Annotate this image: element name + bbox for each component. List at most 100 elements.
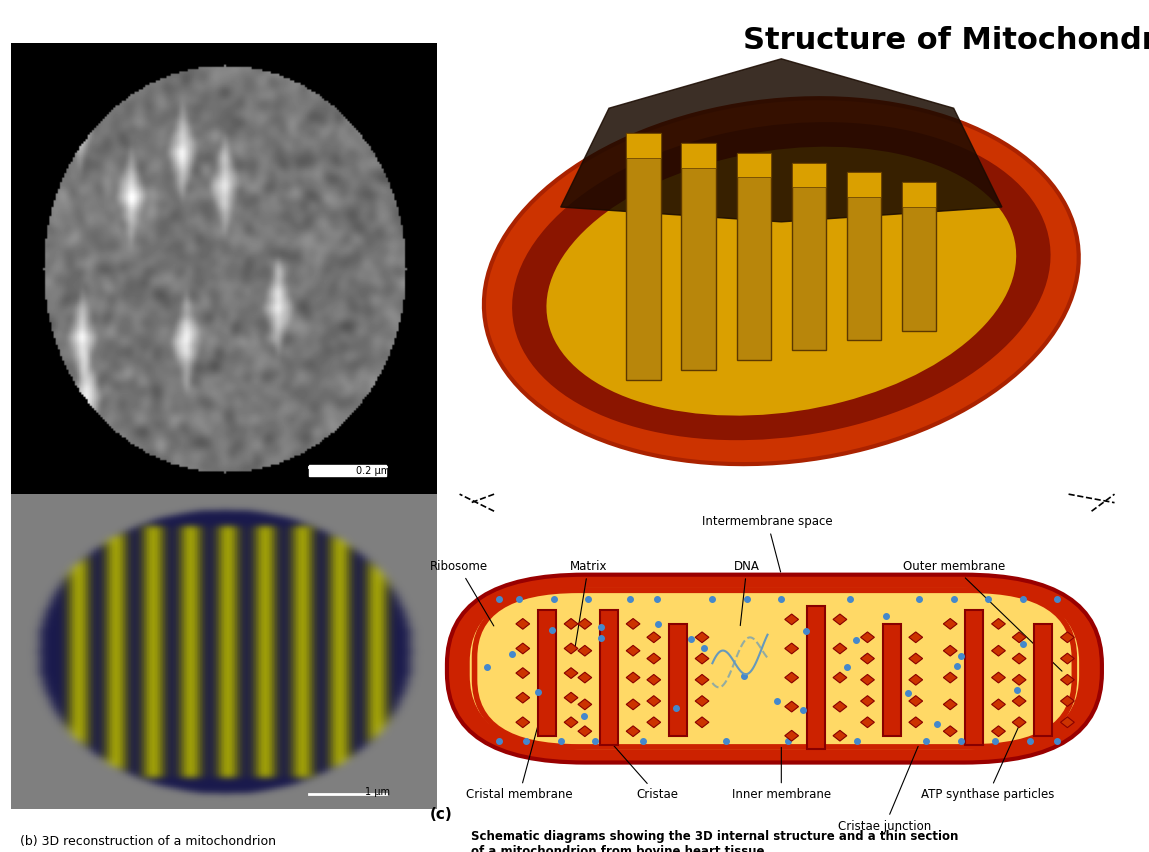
Polygon shape	[695, 696, 709, 706]
Polygon shape	[861, 717, 874, 728]
Polygon shape	[861, 632, 874, 642]
Polygon shape	[861, 696, 874, 706]
Polygon shape	[943, 645, 957, 656]
Bar	[737, 153, 771, 177]
Polygon shape	[1061, 632, 1074, 642]
Bar	[807, 606, 825, 749]
Polygon shape	[578, 726, 592, 737]
Text: 0.2 μm: 0.2 μm	[355, 466, 390, 476]
FancyBboxPatch shape	[447, 574, 1102, 763]
Polygon shape	[833, 672, 847, 683]
Bar	[792, 163, 826, 187]
Polygon shape	[695, 632, 709, 642]
Polygon shape	[785, 614, 799, 625]
Text: Matrix: Matrix	[570, 561, 607, 648]
Bar	[681, 143, 716, 168]
Polygon shape	[647, 696, 661, 706]
Text: Inner membrane: Inner membrane	[732, 747, 831, 802]
Polygon shape	[516, 619, 530, 630]
Text: DNA: DNA	[734, 561, 759, 625]
Bar	[847, 172, 881, 341]
Polygon shape	[564, 643, 578, 653]
Polygon shape	[992, 699, 1005, 710]
Polygon shape	[564, 619, 578, 630]
Text: Intermembrane space: Intermembrane space	[702, 515, 833, 572]
Polygon shape	[1012, 675, 1026, 685]
Polygon shape	[564, 717, 578, 728]
Polygon shape	[1061, 717, 1074, 728]
Bar	[681, 143, 716, 370]
Polygon shape	[647, 653, 661, 664]
Polygon shape	[909, 653, 923, 664]
Polygon shape	[578, 672, 592, 683]
Polygon shape	[785, 672, 799, 683]
Polygon shape	[943, 699, 957, 710]
Polygon shape	[1012, 717, 1026, 728]
Polygon shape	[785, 730, 799, 741]
Text: (b) 3D reconstruction of a mitochondrion: (b) 3D reconstruction of a mitochondrion	[20, 835, 276, 848]
Bar	[309, 465, 386, 476]
Text: Cristae: Cristae	[611, 742, 678, 802]
Text: Schematic diagrams showing the 3D internal structure and a thin section
of a mit: Schematic diagrams showing the 3D intern…	[471, 830, 958, 852]
Polygon shape	[578, 699, 592, 710]
Polygon shape	[785, 701, 799, 712]
Polygon shape	[647, 675, 661, 685]
Text: Outer membrane: Outer membrane	[903, 561, 1062, 671]
Polygon shape	[1012, 653, 1026, 664]
Bar	[600, 610, 618, 745]
Polygon shape	[992, 672, 1005, 683]
Text: Cristal membrane: Cristal membrane	[466, 721, 572, 802]
Ellipse shape	[484, 98, 1079, 464]
Bar	[626, 133, 661, 158]
Polygon shape	[909, 717, 923, 728]
FancyBboxPatch shape	[468, 586, 1081, 751]
Polygon shape	[833, 701, 847, 712]
Polygon shape	[564, 693, 578, 703]
Bar	[847, 172, 881, 197]
Polygon shape	[695, 675, 709, 685]
Polygon shape	[578, 645, 592, 656]
Polygon shape	[861, 675, 874, 685]
Polygon shape	[516, 717, 530, 728]
Polygon shape	[516, 693, 530, 703]
Bar	[902, 182, 936, 207]
Polygon shape	[833, 730, 847, 741]
Polygon shape	[861, 653, 874, 664]
Polygon shape	[943, 619, 957, 630]
Polygon shape	[626, 619, 640, 630]
Bar	[882, 624, 901, 735]
Bar	[626, 133, 661, 380]
Polygon shape	[943, 672, 957, 683]
Polygon shape	[992, 619, 1005, 630]
Text: 1 μm: 1 μm	[365, 786, 390, 797]
Bar	[965, 610, 984, 745]
Polygon shape	[833, 614, 847, 625]
Polygon shape	[647, 632, 661, 642]
Polygon shape	[1061, 653, 1074, 664]
Polygon shape	[626, 699, 640, 710]
Polygon shape	[833, 643, 847, 653]
Polygon shape	[626, 645, 640, 656]
Text: Structure of Mitochondrion: Structure of Mitochondrion	[743, 26, 1149, 55]
Polygon shape	[909, 675, 923, 685]
Bar	[538, 610, 556, 735]
Polygon shape	[909, 696, 923, 706]
Bar	[669, 624, 687, 735]
Polygon shape	[626, 726, 640, 737]
Text: ATP synthase particles: ATP synthase particles	[921, 720, 1055, 802]
Bar	[1034, 624, 1052, 735]
Polygon shape	[626, 672, 640, 683]
Polygon shape	[992, 645, 1005, 656]
Polygon shape	[516, 643, 530, 653]
Text: Ribosome: Ribosome	[430, 561, 494, 626]
Polygon shape	[516, 668, 530, 678]
Bar	[902, 182, 936, 331]
Polygon shape	[1061, 696, 1074, 706]
Bar	[737, 153, 771, 360]
Polygon shape	[1061, 675, 1074, 685]
Text: (c): (c)	[430, 808, 453, 822]
Text: Cristae junction: Cristae junction	[838, 746, 932, 832]
Polygon shape	[1012, 632, 1026, 642]
Polygon shape	[578, 619, 592, 630]
Polygon shape	[909, 632, 923, 642]
